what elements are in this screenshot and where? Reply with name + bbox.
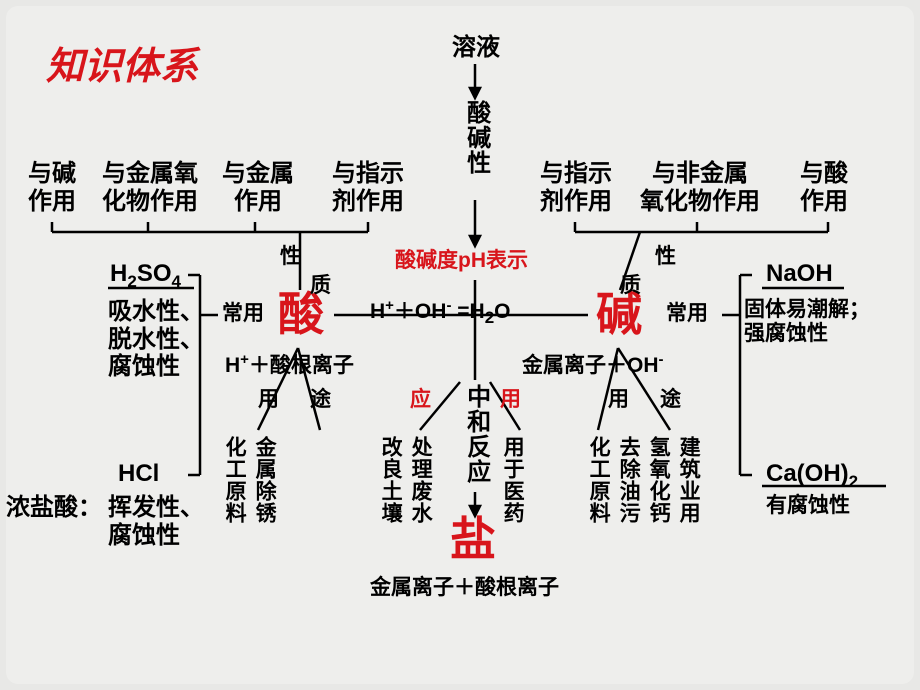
hdr-r-1: 与非金属氧化物作用: [640, 160, 760, 215]
node-neutralization: 中和反应: [462, 384, 490, 484]
base-use-1: 去除油污: [616, 436, 640, 524]
hdr-l-0: 与碱作用: [28, 160, 76, 215]
base-use-3: 建筑业用: [676, 436, 700, 524]
hdr-l-1: 与金属氧化物作用: [102, 160, 198, 215]
eq-salt-ion: 金属离子＋酸根离子: [370, 576, 559, 600]
xing-r: 性: [655, 245, 676, 269]
naoh-props: 固体易潮解；强腐蚀性: [744, 298, 870, 346]
hcl: HCl: [118, 460, 159, 488]
zhi-l: 质: [310, 274, 331, 298]
node-solution: 溶液: [452, 34, 500, 62]
hcl-props: 挥发性、腐蚀性: [108, 494, 204, 549]
changyong-l: 常用: [222, 302, 264, 326]
ying: 应: [410, 388, 431, 412]
base-use-2: 氢氧化钙: [646, 436, 670, 524]
eq-acid-ion: H+＋酸根离子: [225, 351, 354, 378]
base-use-0: 化工原料: [586, 436, 610, 524]
tu-l: 途: [310, 388, 331, 412]
zhi-r: 质: [620, 274, 641, 298]
eq-hoh: H+＋OH- =H2O: [370, 297, 511, 328]
hdr-l-2: 与金属作用: [222, 160, 294, 215]
changyong-r: 常用: [666, 302, 708, 326]
med-col: 用于医药: [500, 436, 524, 524]
hdr-r-0: 与指示剂作用: [540, 160, 612, 215]
soil-0: 改良土壤: [378, 436, 402, 524]
hdr-r-2: 与酸作用: [800, 160, 848, 215]
caoh2-props: 有腐蚀性: [766, 494, 850, 518]
h2so4-props: 吸水性、脱水性、腐蚀性: [108, 298, 204, 381]
node-ph: 酸碱度pH表示: [395, 249, 528, 273]
yong-l: 用: [258, 388, 279, 412]
soil-1: 处理废水: [408, 436, 432, 524]
node-salt: 盐: [450, 513, 496, 566]
page-title: 知识体系: [46, 46, 198, 90]
hdr-l-3: 与指示剂作用: [332, 160, 404, 215]
node-acidbase-prop: 酸碱性: [462, 100, 490, 175]
eq-base-ion: 金属离子＋OH-: [522, 351, 664, 378]
tu-r: 途: [660, 388, 681, 412]
naoh: NaOH: [766, 260, 833, 288]
yong-r: 用: [608, 388, 629, 412]
yong-c: 用: [500, 388, 521, 412]
h2so4: H2SO4: [110, 260, 181, 291]
caoh2: Ca(OH)2: [766, 460, 858, 491]
hcl-pre: 浓盐酸：: [6, 494, 102, 522]
acid-use-1: 金属除锈: [252, 436, 276, 524]
xing-l: 性: [280, 245, 301, 269]
acid-use-0: 化工原料: [222, 436, 246, 524]
